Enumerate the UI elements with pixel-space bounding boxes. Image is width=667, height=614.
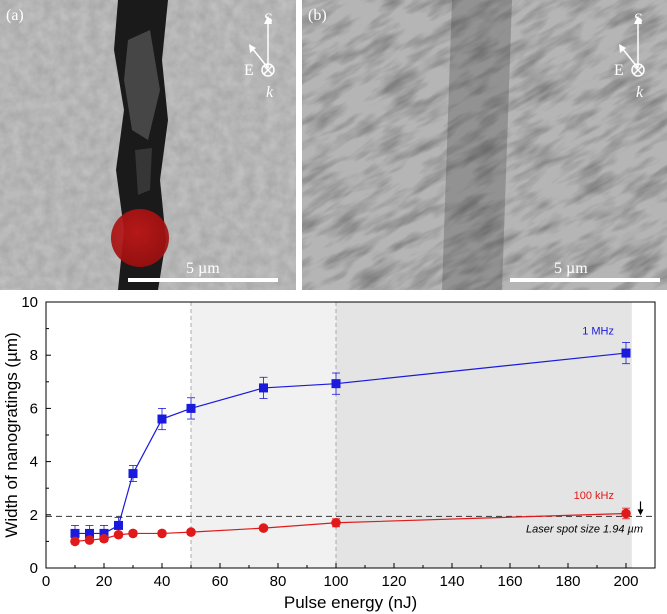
x-tick-label: 140 bbox=[439, 573, 464, 590]
y-axis-title: Width of nanogratings (µm) bbox=[2, 332, 21, 537]
sem-image-a: (a) S E k 5 µm bbox=[0, 0, 296, 290]
x-tick-label: 200 bbox=[613, 573, 638, 590]
scale-bar-b: 5 µm bbox=[510, 260, 660, 282]
series-label: 100 kHz bbox=[574, 490, 614, 502]
data-point bbox=[99, 528, 109, 538]
data-point bbox=[258, 523, 269, 533]
data-point bbox=[331, 517, 341, 528]
svg-text:E: E bbox=[244, 62, 254, 79]
data-point bbox=[84, 535, 95, 545]
shaded-regions bbox=[191, 302, 632, 568]
region-dividers bbox=[190, 302, 337, 568]
svg-text:k: k bbox=[266, 84, 274, 101]
y-tick-label: 6 bbox=[30, 400, 38, 417]
series-labels: 1 MHz 100 kHz bbox=[574, 325, 614, 501]
svg-text:5 µm: 5 µm bbox=[186, 260, 220, 277]
reference-arrowhead bbox=[637, 509, 644, 516]
series-line bbox=[74, 512, 627, 542]
y-axis: 0 2 4 6 8 10 bbox=[21, 294, 51, 577]
x-tick-label: 100 bbox=[323, 573, 348, 590]
data-point bbox=[99, 533, 109, 544]
svg-text:k: k bbox=[636, 84, 644, 101]
data-point bbox=[70, 528, 80, 538]
svg-text:E: E bbox=[614, 62, 624, 79]
laser-spot-marker bbox=[111, 209, 169, 267]
x-tick-label: 60 bbox=[212, 573, 229, 590]
x-tick-label: 120 bbox=[381, 573, 406, 590]
data-point bbox=[85, 528, 94, 538]
panel-b-label: (b) bbox=[308, 7, 327, 24]
data-point bbox=[128, 469, 138, 479]
svg-text:S: S bbox=[264, 11, 273, 28]
orientation-indicator-b: S E k bbox=[614, 11, 645, 101]
data-point bbox=[259, 383, 268, 393]
y-tick-label: 10 bbox=[21, 294, 38, 311]
data-point bbox=[331, 379, 341, 389]
y-tick-label: 4 bbox=[30, 454, 38, 471]
series-line bbox=[75, 352, 627, 535]
sem-image-b: (b) S E k 5 µm bbox=[302, 0, 667, 290]
data-point bbox=[128, 528, 138, 539]
data-point bbox=[621, 508, 631, 519]
panel-a-label: (a) bbox=[6, 7, 24, 24]
svg-text:5 µm: 5 µm bbox=[554, 260, 588, 277]
data-point bbox=[114, 520, 123, 530]
series-label: 1 MHz bbox=[582, 325, 614, 337]
y-tick-label: 0 bbox=[30, 560, 38, 577]
x-tick-label: 180 bbox=[555, 573, 580, 590]
shaded-region-1 bbox=[336, 302, 632, 568]
x-tick-label: 160 bbox=[497, 573, 522, 590]
series-1-MHz bbox=[70, 342, 631, 542]
orientation-indicator-a: S E k bbox=[244, 11, 275, 101]
data-point bbox=[157, 414, 167, 424]
y-tick-label: 2 bbox=[30, 507, 38, 524]
x-axis-title: Pulse energy (nJ) bbox=[284, 593, 417, 612]
data-point bbox=[186, 403, 196, 413]
x-tick-label: 40 bbox=[154, 573, 171, 590]
x-tick-label: 20 bbox=[96, 573, 113, 590]
series-100-kHz bbox=[70, 507, 631, 547]
data-point bbox=[113, 529, 124, 540]
svg-text:S: S bbox=[634, 11, 643, 28]
x-axis: 0 20 40 60 80 100 120 140 160 180 200 bbox=[42, 563, 639, 590]
y-tick-label: 8 bbox=[30, 347, 38, 364]
data-point bbox=[157, 528, 167, 539]
nanograting-width-chart: Laser spot size 1.94 µm 0 20 40 60 80 100 120 1… bbox=[2, 294, 656, 612]
data-point bbox=[70, 536, 80, 547]
series-layer bbox=[70, 342, 631, 547]
data-point bbox=[186, 527, 196, 537]
x-tick-label: 0 bbox=[42, 573, 50, 590]
x-tick-label: 80 bbox=[270, 573, 287, 590]
scale-bar-a: 5 µm bbox=[128, 260, 278, 282]
data-point bbox=[621, 348, 631, 358]
laser-spot-reference: Laser spot size 1.94 µm bbox=[46, 501, 655, 535]
reference-line-label: Laser spot size 1.94 µm bbox=[526, 523, 643, 535]
